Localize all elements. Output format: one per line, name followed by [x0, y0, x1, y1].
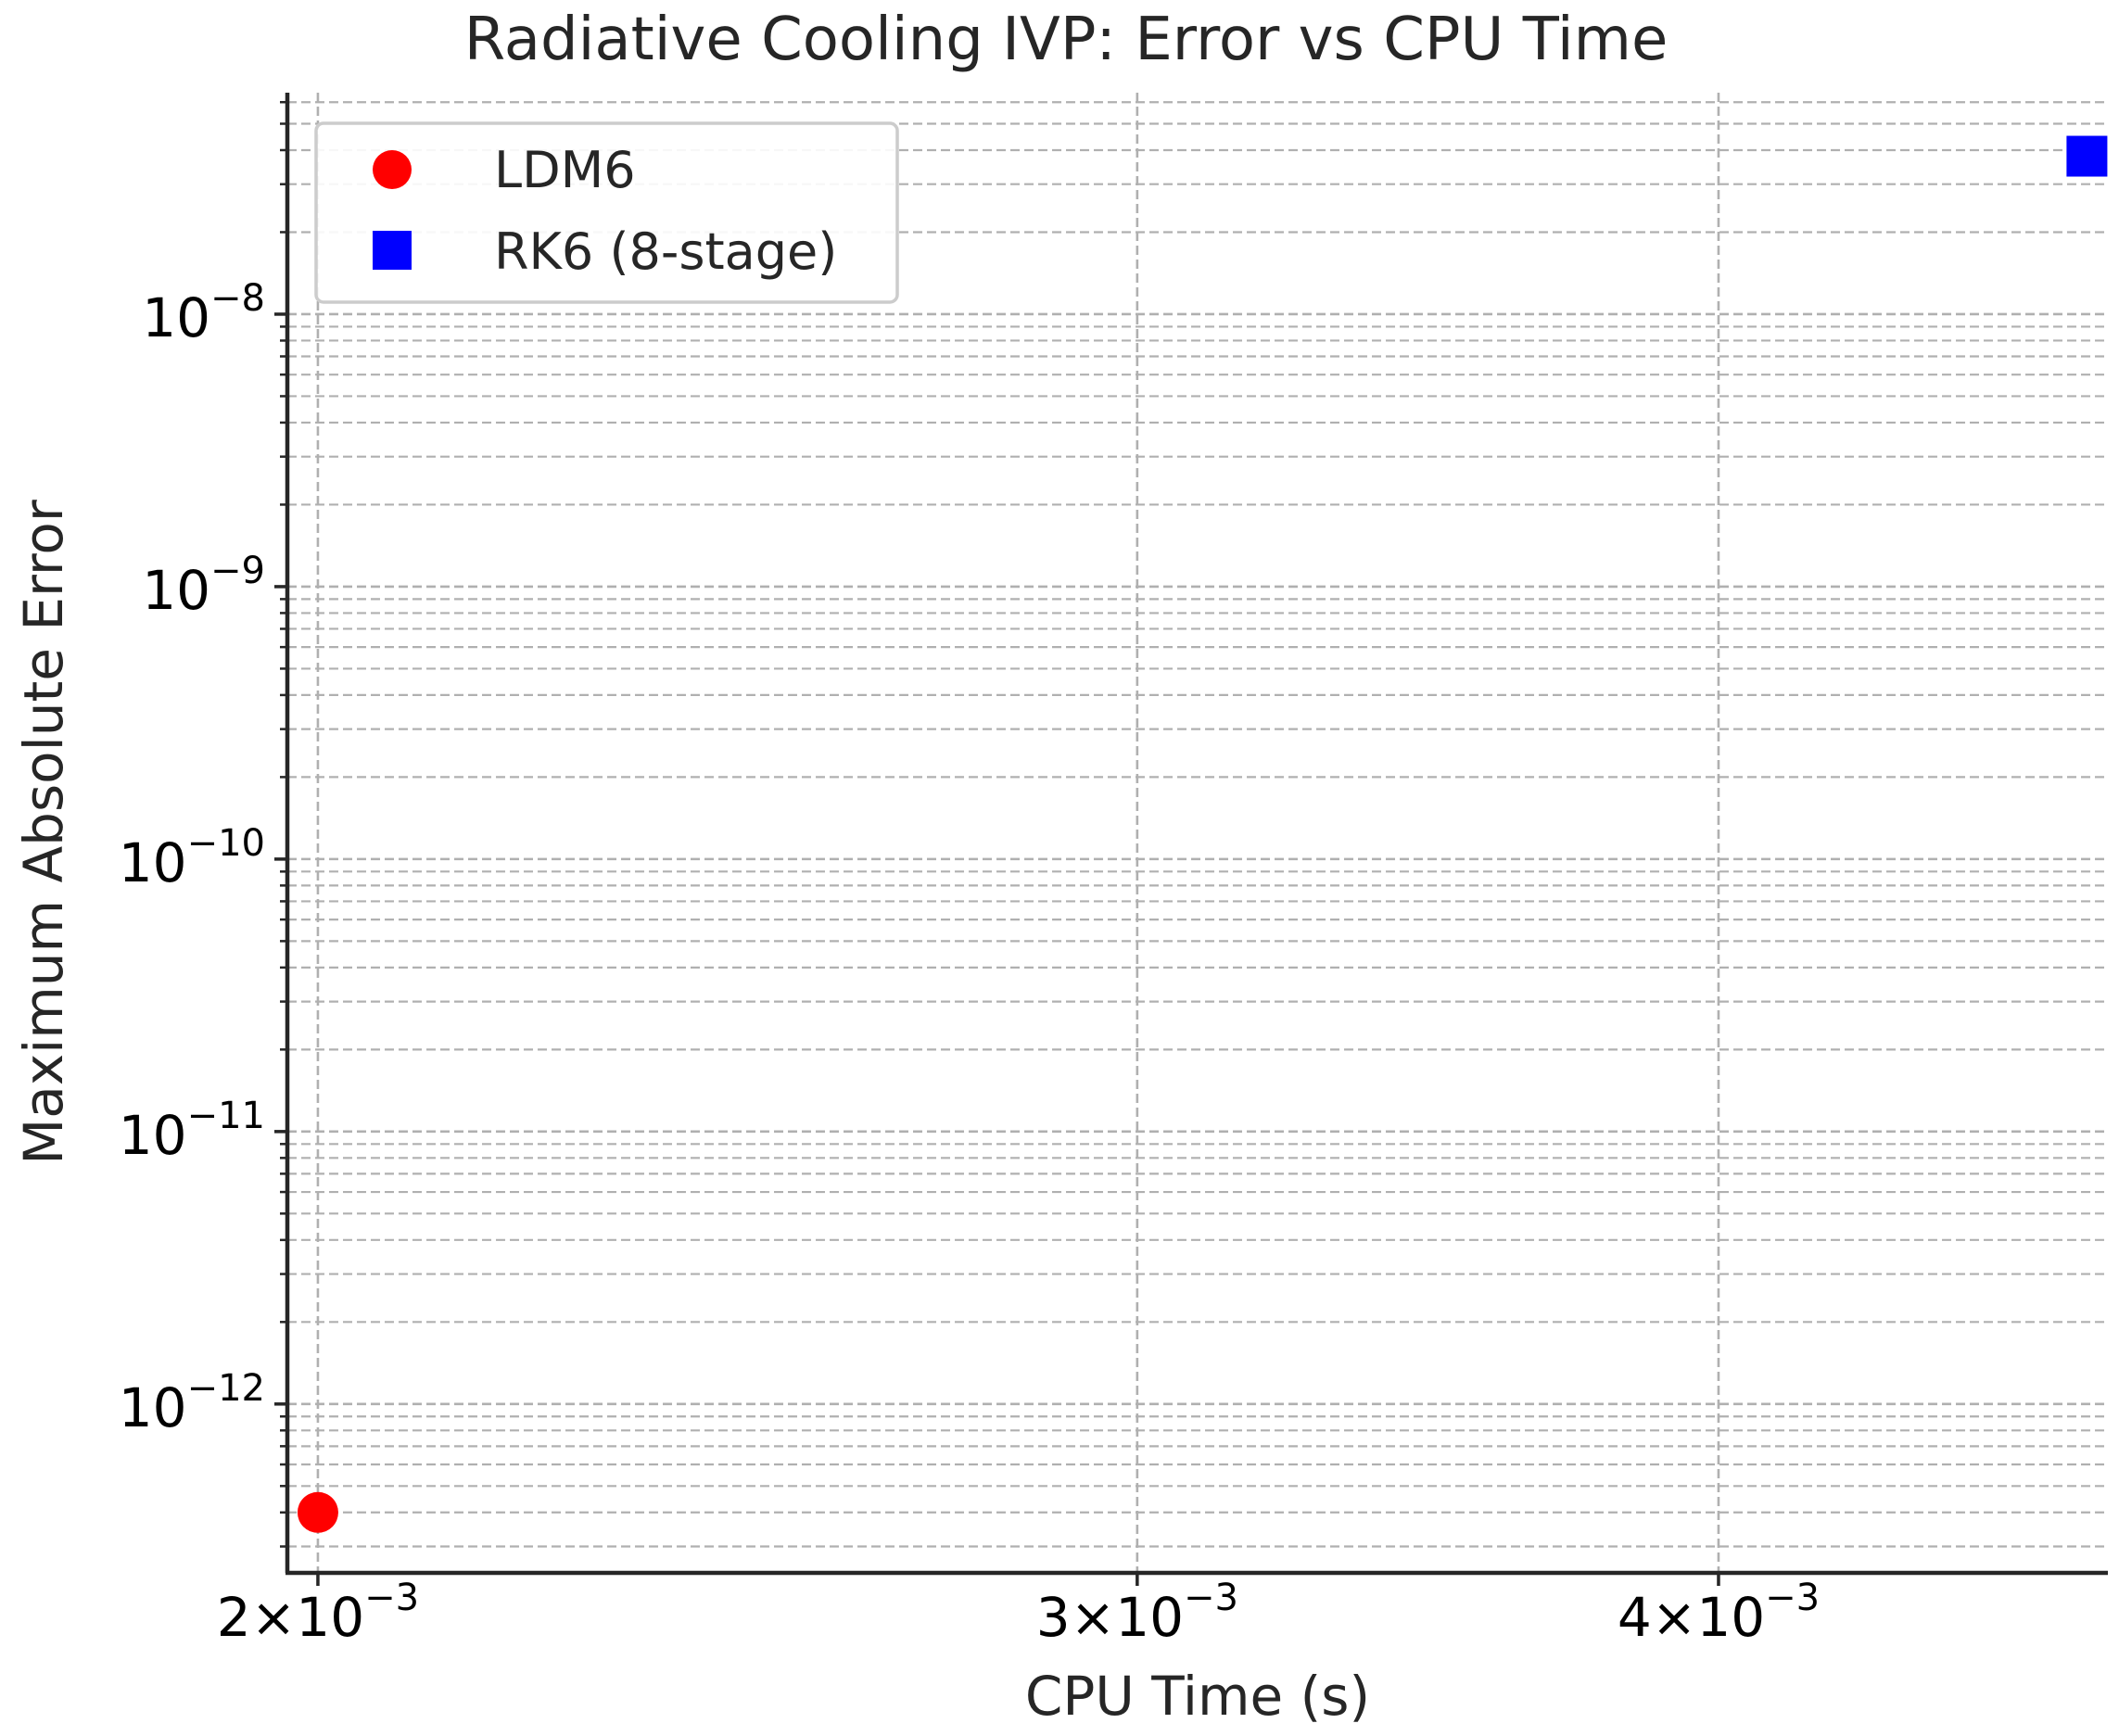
y-tick-base: 10	[119, 831, 187, 894]
x-tick-times: ×10	[251, 1586, 364, 1649]
x-tick-base: 3	[1036, 1586, 1071, 1649]
legend: LDM6 RK6 (8-stage)	[314, 121, 899, 304]
legend-marker-rk6	[373, 231, 412, 270]
legend-label-ldm6: LDM6	[494, 141, 636, 199]
data-point-rk6	[2066, 135, 2108, 177]
legend-label-rk6: RK6 (8-stage)	[494, 222, 837, 281]
y-tick-label: 10−11	[119, 1095, 265, 1167]
tick-marks	[274, 100, 1720, 1586]
y-tick-exponent: −12	[187, 1367, 265, 1410]
x-tick-times: ×10	[1652, 1586, 1765, 1649]
x-tick-label: 4×10−3	[1618, 1577, 1820, 1649]
x-tick-label: 2×10−3	[217, 1577, 419, 1649]
y-axis-label: Maximum Absolute Error	[12, 500, 75, 1165]
y-tick-exponent: −8	[210, 277, 265, 320]
x-tick-times: ×10	[1071, 1586, 1184, 1649]
x-tick-exponent: −3	[364, 1577, 419, 1619]
x-tick-label: 3×10−3	[1036, 1577, 1238, 1649]
y-tick-base: 10	[142, 286, 210, 349]
y-tick-exponent: −10	[187, 822, 265, 865]
y-tick-base: 10	[142, 559, 210, 622]
y-tick-base: 10	[119, 1376, 187, 1439]
chart-title: Radiative Cooling IVP: Error vs CPU Time	[464, 6, 1669, 74]
y-tick-label: 10−12	[119, 1367, 265, 1439]
x-tick-exponent: −3	[1765, 1577, 1820, 1619]
x-tick-exponent: −3	[1184, 1577, 1238, 1619]
y-tick-exponent: −11	[187, 1095, 265, 1137]
x-axis-label: CPU Time (s)	[1025, 1665, 1370, 1728]
data-points	[297, 135, 2108, 1533]
legend-marker-ldm6	[373, 150, 412, 189]
data-point-ldm6	[297, 1491, 338, 1533]
x-tick-base: 2	[217, 1586, 251, 1649]
x-tick-base: 4	[1618, 1586, 1652, 1649]
y-tick-exponent: −9	[210, 550, 265, 592]
y-tick-label: 10−8	[142, 277, 265, 349]
y-tick-label: 10−10	[119, 822, 265, 894]
grid-lines	[287, 93, 2108, 1573]
legend-frame	[314, 121, 899, 304]
y-tick-label: 10−9	[142, 550, 265, 622]
x-tick-labels: 2×10−3 3×10−3 4×10−3	[217, 1577, 1820, 1649]
y-tick-base: 10	[119, 1104, 187, 1167]
